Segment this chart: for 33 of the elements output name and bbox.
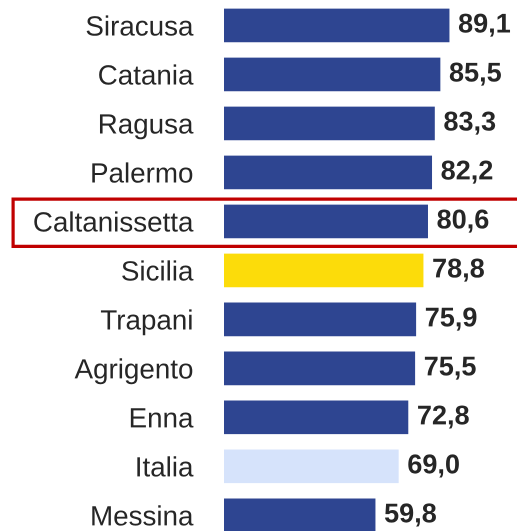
bar	[224, 400, 408, 434]
data-label: 82,2	[442, 160, 492, 184]
data-label: 75,5	[424, 356, 476, 380]
data-label: 78,8	[433, 258, 484, 282]
bar	[224, 8, 450, 42]
data-label: 75,9	[426, 307, 476, 331]
data-label: 69,0	[408, 454, 459, 478]
bar	[224, 352, 416, 386]
bar	[224, 58, 440, 92]
data-label: 83,3	[444, 112, 496, 135]
y-tick-label: Ragusa	[100, 114, 194, 140]
y-tick-label: Catania	[99, 64, 194, 85]
data-label: 85,5	[450, 62, 501, 86]
data-label: 89,1	[458, 14, 510, 37]
bar	[224, 204, 428, 238]
y-tick-label: Enna	[130, 408, 194, 428]
y-tick-label: Siracusa	[86, 15, 194, 36]
bar	[224, 156, 432, 190]
bar	[224, 302, 416, 336]
y-tick-label: Caltanissetta	[34, 211, 194, 232]
data-label: 80,6	[437, 210, 488, 233]
bar	[224, 498, 376, 531]
y-tick-label: Sicilia	[122, 260, 194, 281]
y-tick-label: Italia	[137, 456, 194, 477]
y-tick-label: Messina	[92, 505, 194, 526]
y-tick-label: Palermo	[92, 162, 192, 183]
bar	[224, 254, 424, 288]
data-label: 72,8	[418, 405, 469, 429]
bar	[224, 106, 435, 140]
data-label: 59,8	[384, 503, 436, 527]
y-tick-label: Trapani	[100, 309, 192, 336]
y-tick-label: Agrigento	[74, 358, 192, 384]
bar	[224, 450, 399, 484]
